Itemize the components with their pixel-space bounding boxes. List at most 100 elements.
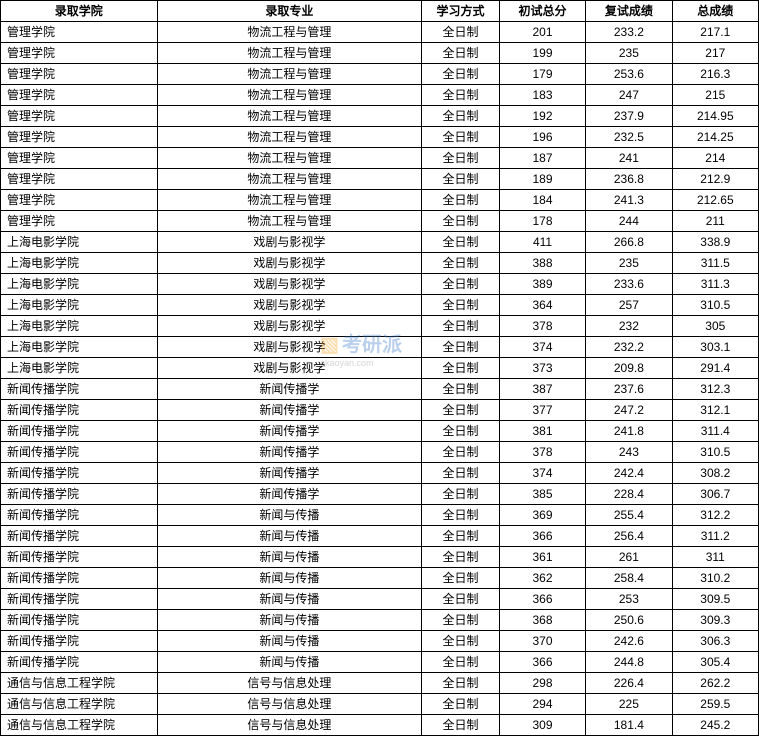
cell: 217.1: [672, 22, 758, 43]
cell: 新闻传播学院: [1, 652, 158, 673]
cell: 全日制: [422, 715, 500, 736]
table-row: 新闻传播学院新闻传播学全日制387237.6312.3: [1, 379, 759, 400]
cell: 310.2: [672, 568, 758, 589]
table-row: 新闻传播学院新闻传播学全日制385228.4306.7: [1, 484, 759, 505]
cell: 236.8: [586, 169, 672, 190]
cell: 178: [499, 211, 585, 232]
cell: 310.5: [672, 295, 758, 316]
cell: 374: [499, 337, 585, 358]
cell: 新闻传播学院: [1, 379, 158, 400]
table-row: 新闻传播学院新闻传播学全日制374242.4308.2: [1, 463, 759, 484]
cell: 374: [499, 463, 585, 484]
cell: 196: [499, 127, 585, 148]
cell: 262.2: [672, 673, 758, 694]
cell: 361: [499, 547, 585, 568]
cell: 228.4: [586, 484, 672, 505]
cell: 信号与信息处理: [157, 673, 422, 694]
cell: 新闻与传播: [157, 631, 422, 652]
table-row: 管理学院物流工程与管理全日制178244211: [1, 211, 759, 232]
cell: 信号与信息处理: [157, 694, 422, 715]
cell: 物流工程与管理: [157, 43, 422, 64]
table-row: 上海电影学院戏剧与影视学全日制411266.8338.9: [1, 232, 759, 253]
cell: 戏剧与影视学: [157, 232, 422, 253]
cell: 235: [586, 43, 672, 64]
cell: 216.3: [672, 64, 758, 85]
cell: 232: [586, 316, 672, 337]
cell: 全日制: [422, 379, 500, 400]
cell: 全日制: [422, 22, 500, 43]
cell: 189: [499, 169, 585, 190]
cell: 366: [499, 652, 585, 673]
cell: 全日制: [422, 694, 500, 715]
table-row: 新闻传播学院新闻与传播全日制366253309.5: [1, 589, 759, 610]
cell: 全日制: [422, 148, 500, 169]
cell: 管理学院: [1, 211, 158, 232]
cell: 物流工程与管理: [157, 169, 422, 190]
cell: 214.25: [672, 127, 758, 148]
cell: 244.8: [586, 652, 672, 673]
cell: 新闻与传播: [157, 547, 422, 568]
cell: 309.3: [672, 610, 758, 631]
cell: 364: [499, 295, 585, 316]
cell: 上海电影学院: [1, 232, 158, 253]
cell: 237.6: [586, 379, 672, 400]
cell: 新闻传播学: [157, 421, 422, 442]
cell: 管理学院: [1, 127, 158, 148]
cell: 全日制: [422, 127, 500, 148]
table-row: 上海电影学院戏剧与影视学全日制389233.6311.3: [1, 274, 759, 295]
cell: 212.65: [672, 190, 758, 211]
cell: 388: [499, 253, 585, 274]
cell: 261: [586, 547, 672, 568]
cell: 新闻传播学院: [1, 526, 158, 547]
cell: 366: [499, 589, 585, 610]
cell: 全日制: [422, 400, 500, 421]
cell: 上海电影学院: [1, 253, 158, 274]
cell: 管理学院: [1, 22, 158, 43]
cell: 243: [586, 442, 672, 463]
cell: 215: [672, 85, 758, 106]
cell: 258.4: [586, 568, 672, 589]
cell: 物流工程与管理: [157, 148, 422, 169]
cell: 369: [499, 505, 585, 526]
cell: 312.3: [672, 379, 758, 400]
cell: 187: [499, 148, 585, 169]
cell: 305: [672, 316, 758, 337]
cell: 308.2: [672, 463, 758, 484]
cell: 全日制: [422, 64, 500, 85]
cell: 新闻传播学院: [1, 631, 158, 652]
cell: 385: [499, 484, 585, 505]
cell: 212.9: [672, 169, 758, 190]
cell: 377: [499, 400, 585, 421]
table-row: 管理学院物流工程与管理全日制201233.2217.1: [1, 22, 759, 43]
cell: 管理学院: [1, 190, 158, 211]
cell: 266.8: [586, 232, 672, 253]
cell: 管理学院: [1, 169, 158, 190]
cell: 387: [499, 379, 585, 400]
cell: 211: [672, 211, 758, 232]
cell: 新闻传播学院: [1, 505, 158, 526]
cell: 全日制: [422, 232, 500, 253]
table-row: 新闻传播学院新闻与传播全日制369255.4312.2: [1, 505, 759, 526]
cell: 全日制: [422, 631, 500, 652]
cell: 256.4: [586, 526, 672, 547]
cell: 310.5: [672, 442, 758, 463]
cell: 全日制: [422, 610, 500, 631]
cell: 全日制: [422, 442, 500, 463]
cell: 全日制: [422, 463, 500, 484]
cell: 全日制: [422, 316, 500, 337]
cell: 306.3: [672, 631, 758, 652]
cell: 232.2: [586, 337, 672, 358]
cell: 全日制: [422, 568, 500, 589]
cell: 新闻传播学院: [1, 400, 158, 421]
cell: 新闻传播学: [157, 484, 422, 505]
cell: 306.7: [672, 484, 758, 505]
table-row: 上海电影学院戏剧与影视学全日制378232305: [1, 316, 759, 337]
cell: 253: [586, 589, 672, 610]
admission-table: 录取学院录取专业学习方式初试总分复试成绩总成绩 管理学院物流工程与管理全日制20…: [0, 0, 759, 736]
cell: 214.95: [672, 106, 758, 127]
cell: 上海电影学院: [1, 316, 158, 337]
cell: 242.4: [586, 463, 672, 484]
cell: 305.4: [672, 652, 758, 673]
cell: 全日制: [422, 358, 500, 379]
cell: 新闻传播学院: [1, 568, 158, 589]
